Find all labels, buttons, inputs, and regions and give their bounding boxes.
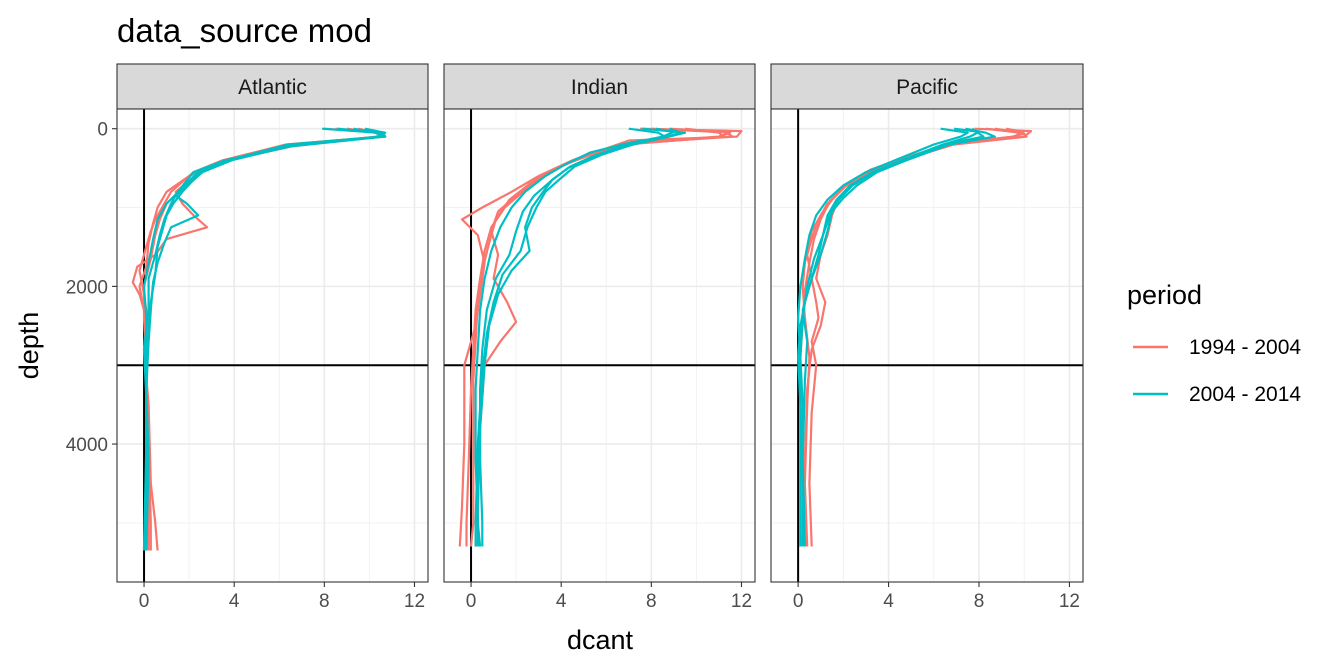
legend-label: 1994 - 2004: [1189, 336, 1301, 359]
chart-title: data_source mod: [117, 12, 372, 49]
series-line-2004-2014: [476, 127, 675, 547]
facet-strip-label: Atlantic: [238, 76, 307, 99]
y-tick-label: 0: [97, 120, 108, 141]
series-line-1994-2004: [469, 127, 725, 547]
facet-strip-label: Pacific: [896, 76, 958, 99]
panel-border: [770, 108, 1084, 583]
x-axis-title: dcant: [567, 625, 634, 655]
y-tick-label: 2000: [66, 277, 108, 298]
y-axis-title: depth: [14, 312, 44, 380]
x-tick-label: 0: [139, 591, 150, 612]
legend-label: 2004 - 2014: [1189, 383, 1301, 406]
facet-panel-pacific: Pacific 0 4 8 12: [770, 63, 1084, 612]
x-tick-label: 12: [731, 591, 752, 612]
x-tick-label: 8: [974, 591, 985, 612]
legend-title: period: [1127, 280, 1202, 310]
panel-border: [116, 108, 429, 583]
x-tick-label: 0: [466, 591, 477, 612]
facet-strip: [770, 63, 1084, 110]
panel-border: [443, 108, 756, 583]
x-tick-label: 4: [556, 591, 567, 612]
panel-background: [117, 109, 428, 582]
x-tick-label: 4: [229, 591, 240, 612]
series-line-2004-2014: [142, 127, 387, 551]
facet-strip: [443, 63, 756, 110]
panel-background: [771, 109, 1083, 582]
x-tick-label: 8: [319, 591, 330, 612]
x-tick-label: 0: [793, 591, 804, 612]
facet-strip: [116, 63, 429, 110]
legend: period 1994 - 2004 2004 - 2014: [1127, 280, 1301, 406]
facet-panel-indian: Indian 0 4 8 12: [443, 63, 756, 612]
x-tick-label: 12: [1059, 591, 1080, 612]
facet-strip-label: Indian: [571, 76, 628, 99]
series-line-2004-2014: [474, 127, 682, 547]
grid-lines: [444, 109, 755, 582]
x-tick-label: 8: [646, 591, 657, 612]
x-tick-label: 4: [883, 591, 894, 612]
panel-background: [444, 109, 755, 582]
facet-panel-atlantic: Atlantic 0 4 8 12: [116, 63, 429, 612]
x-tick-label: 12: [404, 591, 425, 612]
series-line-2004-2014: [799, 127, 985, 547]
y-tick-label: 4000: [66, 435, 108, 456]
